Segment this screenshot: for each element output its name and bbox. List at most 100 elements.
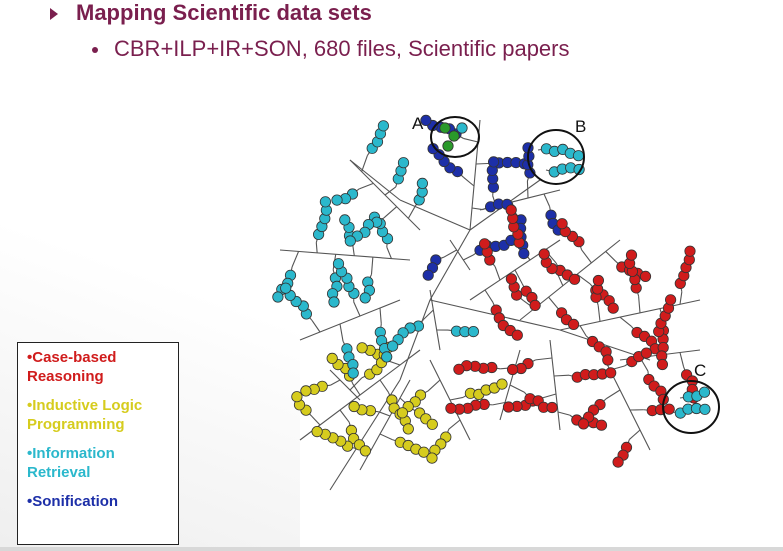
document-node	[418, 446, 430, 458]
tree-edge	[449, 396, 464, 401]
document-node	[439, 122, 451, 134]
tree-edge	[492, 401, 506, 406]
document-node	[592, 274, 605, 287]
tree-edge	[399, 299, 431, 381]
document-node	[478, 238, 491, 250]
document-node	[572, 150, 585, 162]
tree-edge	[559, 299, 701, 331]
document-node	[416, 177, 428, 189]
document-node	[595, 419, 608, 431]
tree-edge	[339, 323, 344, 342]
document-node	[300, 385, 312, 397]
callout-b-circle	[527, 129, 585, 185]
document-node	[698, 386, 711, 398]
tree-edge	[557, 411, 570, 416]
document-node	[347, 367, 359, 379]
document-node	[505, 273, 517, 285]
tree-edge	[349, 159, 401, 201]
document-node	[511, 329, 523, 341]
document-node	[529, 299, 541, 311]
callout-a-label: A	[412, 114, 424, 133]
document-node	[607, 302, 619, 314]
document-node	[326, 352, 338, 364]
document-node	[506, 363, 519, 376]
document-node	[556, 218, 568, 230]
document-node	[639, 270, 652, 282]
tree-edge	[329, 369, 361, 401]
tree-edge	[423, 309, 434, 320]
document-node	[422, 269, 434, 281]
document-node	[487, 156, 500, 168]
document-node	[518, 248, 530, 260]
footer-rule	[0, 547, 783, 551]
document-node	[381, 351, 393, 363]
legend-item-inductive: •Inductive Logic Programming	[27, 397, 143, 433]
tree-edge	[638, 296, 641, 313]
tree-edge	[599, 349, 651, 451]
document-node	[426, 418, 438, 430]
document-node	[538, 248, 550, 260]
document-node	[328, 296, 340, 308]
document-node	[577, 418, 590, 430]
tree-edge	[619, 316, 632, 327]
tree-edge	[463, 176, 475, 187]
callout-c-label: C	[694, 361, 706, 380]
document-node	[339, 214, 351, 226]
tree-edge	[514, 269, 523, 284]
document-node	[426, 452, 438, 464]
document-node	[291, 391, 303, 403]
tree-edge	[349, 377, 363, 391]
legend-box: •Case-based Reasoning •Inductive Logic P…	[17, 342, 179, 545]
tree-edge	[549, 339, 561, 431]
slide-heading: Mapping Scientific data sets	[50, 0, 372, 26]
tree-edge	[379, 307, 382, 324]
document-node	[377, 120, 389, 132]
tree-edge	[311, 416, 321, 426]
bullet-row: CBR+ILP+IR+SON, 680 files, Scientific pa…	[92, 36, 570, 62]
document-node	[272, 291, 284, 303]
tree-edge	[463, 137, 479, 143]
tree-edge	[540, 393, 557, 399]
document-node	[344, 235, 356, 247]
document-node	[453, 363, 465, 375]
tree-edge	[548, 296, 557, 307]
tree-edge	[383, 206, 398, 219]
tree-edge	[379, 379, 389, 393]
document-node	[699, 403, 711, 415]
document-node	[359, 445, 371, 457]
document-node	[448, 130, 460, 142]
document-node	[356, 342, 368, 354]
tree-edge	[494, 266, 501, 281]
tree-edge	[557, 274, 564, 286]
document-node	[605, 367, 617, 379]
callout-a-circle	[430, 116, 480, 158]
document-node	[663, 403, 675, 415]
tree-edge	[579, 325, 587, 337]
document-node	[445, 402, 457, 414]
tree-edge	[399, 199, 471, 231]
legend-item-sonification: •Sonification	[27, 493, 119, 510]
tree-edge	[353, 301, 361, 317]
document-node	[505, 204, 517, 216]
tree-edge	[384, 186, 397, 196]
tree-edge	[427, 379, 441, 392]
tree-edge	[299, 299, 401, 341]
tree-edge	[407, 206, 416, 219]
document-node	[331, 194, 343, 206]
document-node	[280, 282, 292, 294]
triangle-bullet-icon	[50, 8, 58, 20]
document-node	[348, 400, 360, 413]
tree-edge	[370, 257, 374, 275]
document-node	[332, 258, 345, 270]
document-node	[546, 401, 558, 414]
callouts: A B C	[412, 114, 720, 434]
tree-edge	[361, 155, 368, 172]
bullet-text: CBR+ILP+IR+SON, 680 files, Scientific pa…	[114, 36, 570, 61]
document-node	[656, 358, 669, 371]
tree-edge	[605, 389, 621, 400]
tree-edge	[475, 162, 491, 165]
tree-edge	[386, 246, 392, 259]
tree-edge	[543, 193, 551, 208]
slide-title: Mapping Scientific data sets	[76, 0, 372, 25]
